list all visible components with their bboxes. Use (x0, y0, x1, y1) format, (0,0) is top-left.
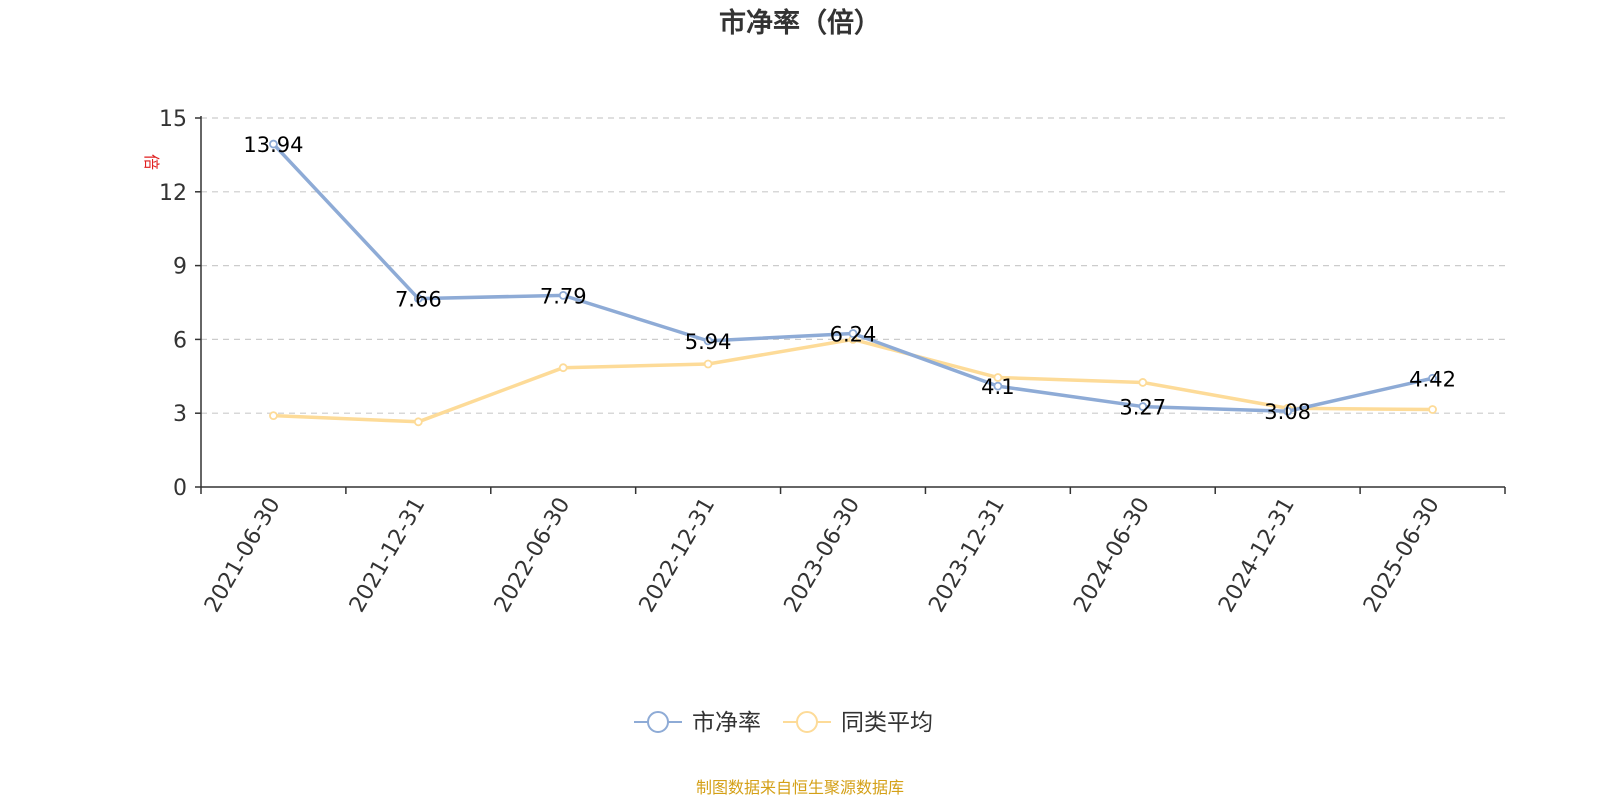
data-label: 5.94 (685, 330, 732, 354)
series-lines (269, 139, 1437, 427)
y-tick-label: 12 (159, 181, 187, 206)
x-tick-label: 2022-12-31 (635, 494, 721, 617)
x-tick-label: 2025-06-30 (1359, 494, 1445, 617)
data-point[interactable] (558, 363, 568, 373)
data-point[interactable] (993, 381, 1003, 391)
data-label: 7.79 (540, 284, 587, 308)
data-point[interactable] (1283, 406, 1293, 416)
data-point[interactable] (993, 373, 1003, 382)
legend-marker (647, 711, 669, 733)
x-tick-label: 2023-12-31 (924, 494, 1010, 617)
data-label: 13.94 (243, 133, 303, 157)
series-line (272, 142, 1433, 413)
data-label: 7.66 (395, 288, 442, 312)
y-tick-label: 9 (173, 255, 187, 280)
x-tick-label: 2024-12-31 (1214, 494, 1300, 617)
x-tick-label: 2023-06-30 (780, 494, 866, 617)
data-point[interactable] (413, 417, 423, 427)
data-label: 4.42 (1409, 367, 1456, 391)
data-label: 3.27 (1119, 396, 1166, 420)
legend-label: 同类平均 (841, 710, 933, 736)
y-tick-label: 6 (173, 328, 187, 353)
data-point[interactable] (558, 290, 568, 300)
x-tick-label: 2022-06-30 (490, 494, 576, 617)
legend-label: 市净率 (692, 710, 761, 736)
data-point[interactable] (269, 411, 278, 421)
data-point[interactable] (1138, 378, 1148, 387)
x-tick-label: 2021-12-31 (345, 494, 431, 617)
data-point[interactable] (413, 294, 423, 303)
data-point[interactable] (703, 359, 713, 369)
legend-item[interactable]: 市净率 (634, 710, 761, 736)
data-point[interactable] (848, 329, 858, 338)
x-tick-label: 2024-06-30 (1069, 494, 1155, 617)
y-tick-label: 0 (173, 476, 187, 501)
data-labels: 13.94 7.66 7.79 5.94 6.24 4.1 3.27 3.08 4.42 (243, 133, 1456, 424)
legend[interactable]: 市净率 同类平均 (634, 710, 933, 736)
data-label: 4.1 (981, 375, 1014, 399)
data-point[interactable] (269, 139, 278, 149)
data-point[interactable] (1138, 402, 1148, 411)
legend-item[interactable]: 同类平均 (783, 710, 933, 736)
chart-title: 市净率（倍） (719, 7, 881, 39)
y-axis-unit: 倍 (142, 154, 161, 170)
data-label: 6.24 (830, 322, 877, 346)
data-point[interactable] (703, 336, 713, 346)
source-note: 制图数据来自恒生聚源数据库 (696, 778, 904, 797)
x-tick-label: 2021-06-30 (200, 494, 286, 617)
y-tick-label: 3 (173, 402, 187, 427)
legend-marker (796, 711, 818, 733)
axes: 0 3 6 9 12 15 2021-06-30 2021-12-31 2022-06-30 20… (159, 107, 1506, 617)
data-point[interactable] (1428, 405, 1437, 414)
data-label: 3.08 (1264, 400, 1311, 424)
data-point[interactable] (1428, 373, 1437, 383)
y-tick-label: 15 (159, 107, 187, 132)
grid-lines (201, 117, 1505, 414)
